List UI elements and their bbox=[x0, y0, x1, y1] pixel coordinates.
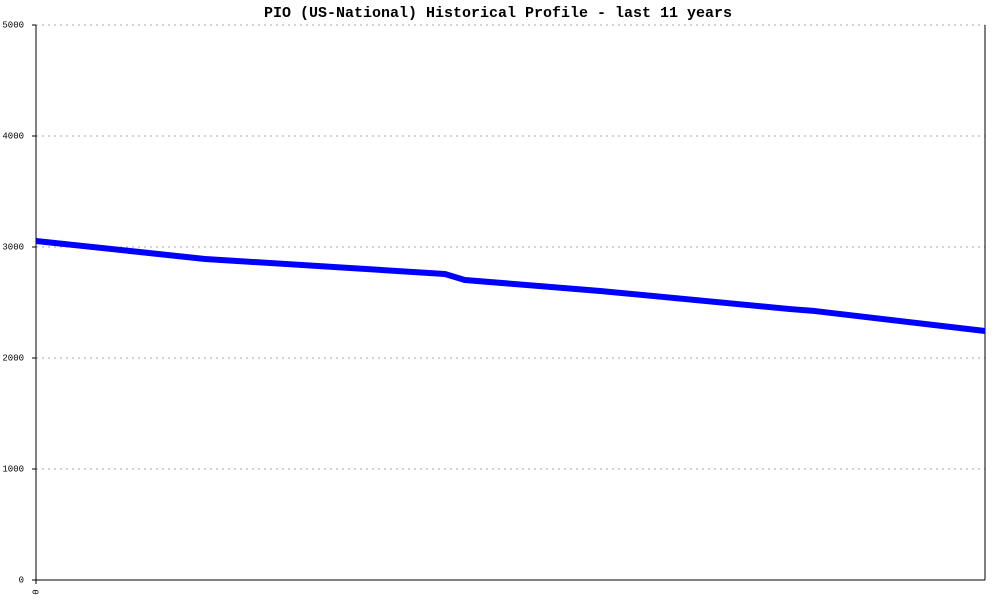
y-tick-label: 3000 bbox=[2, 242, 24, 252]
x-tick-label: 0 bbox=[31, 589, 41, 594]
y-tick-label: 1000 bbox=[2, 464, 24, 474]
y-tick-label: 4000 bbox=[2, 131, 24, 141]
y-tick-label: 5000 bbox=[2, 20, 24, 30]
chart-title: PIO (US-National) Historical Profile - l… bbox=[264, 5, 732, 22]
y-tick-label: 0 bbox=[19, 575, 24, 585]
line bbox=[35, 238, 986, 335]
y-tick-label: 2000 bbox=[2, 353, 24, 363]
